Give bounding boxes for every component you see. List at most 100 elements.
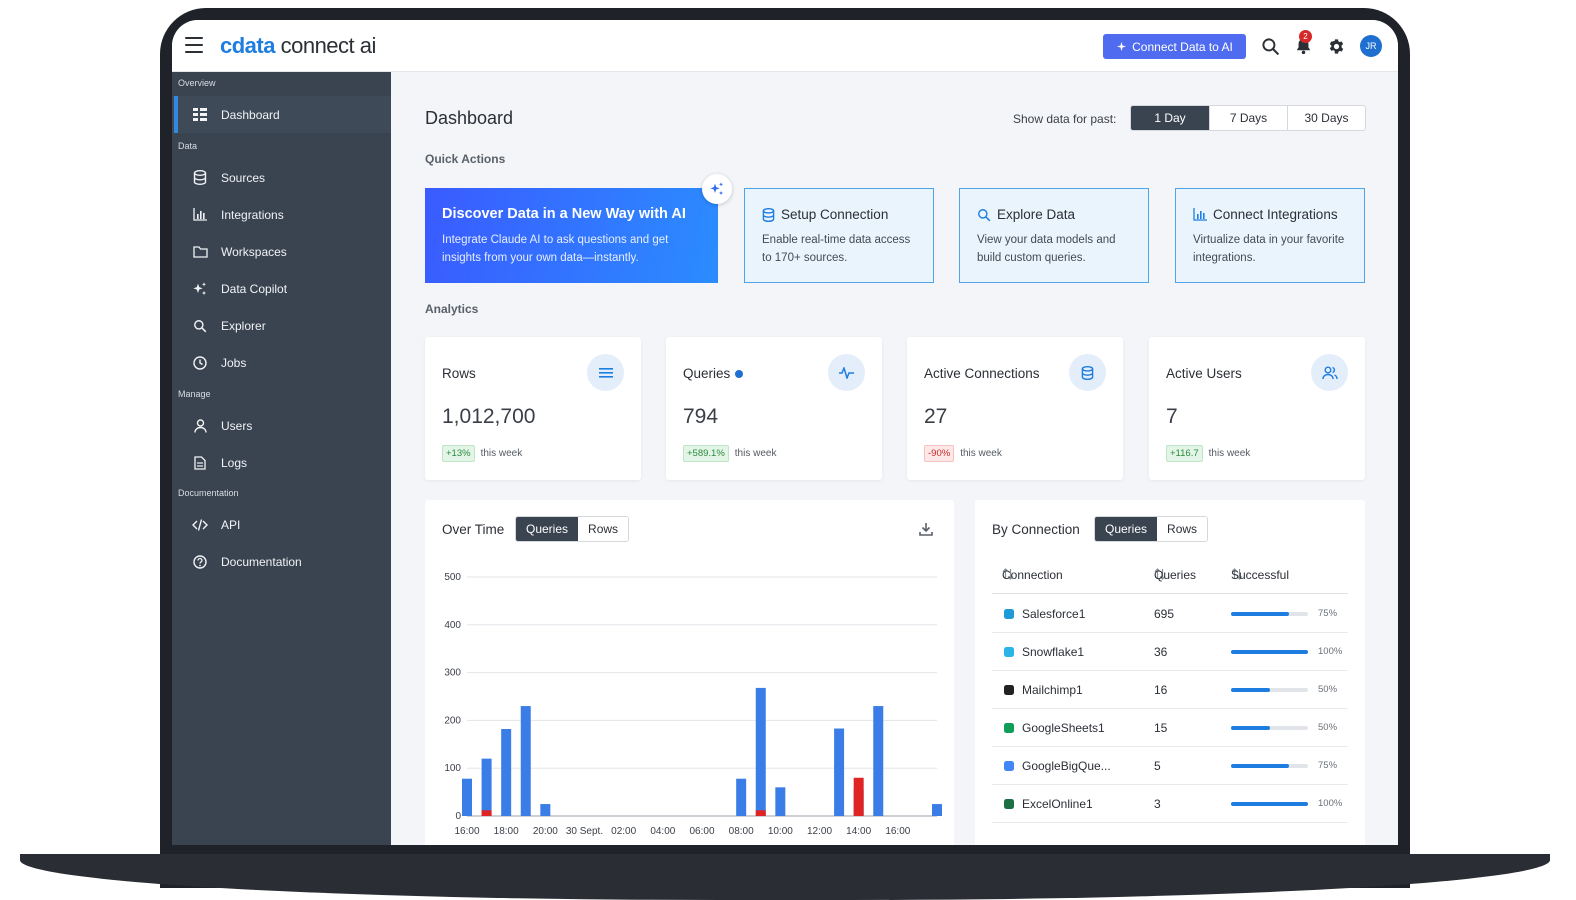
success-percent: 75% xyxy=(1318,608,1338,619)
success-bar xyxy=(1231,764,1308,768)
metric-change: +13% xyxy=(442,445,475,462)
success-bar-fill xyxy=(1231,726,1270,730)
connect-integrations-card[interactable]: Connect Integrations Virtualize data in … xyxy=(1175,188,1365,283)
user-icon xyxy=(192,418,208,434)
over-time-queries-tab[interactable]: Queries xyxy=(516,517,579,541)
table-row[interactable]: Mailchimp1 16 50% xyxy=(992,671,1348,709)
sidebar-item-workspaces[interactable]: Workspaces xyxy=(172,233,391,270)
success-percent: 100% xyxy=(1318,798,1343,809)
table-row[interactable]: Salesforce1 695 75% xyxy=(992,595,1348,633)
sidebar-item-documentation[interactable]: Documentation xyxy=(172,543,391,580)
hamburger-menu-icon[interactable] xyxy=(185,37,203,53)
database-icon xyxy=(762,207,775,222)
chart-bar xyxy=(462,778,472,816)
range-30-days[interactable]: 30 Days xyxy=(1287,106,1365,130)
table-row[interactable]: GoogleSheets1 15 50% xyxy=(992,709,1348,747)
col-successful-label: Successful xyxy=(1231,568,1290,582)
chart-bar xyxy=(755,687,766,816)
chart-bar xyxy=(520,706,531,816)
range-1-day[interactable]: 1 Day xyxy=(1131,106,1209,130)
success-bar xyxy=(1231,650,1308,654)
over-time-chart: 0 100 200 300 400 500 16:00 18:00 20:00 30 Sept. 0… xyxy=(444,572,942,837)
clock-icon xyxy=(192,355,208,371)
avatar[interactable]: JR xyxy=(1360,35,1382,57)
col-connection[interactable]: Connection xyxy=(1002,568,1063,582)
range-label: Show data for past: xyxy=(1013,112,1117,126)
table-row[interactable]: Snowflake1 36 100% xyxy=(992,633,1348,671)
setup-connection-title: Setup Connection xyxy=(781,207,889,222)
brand-logo[interactable]: cdata connect ai xyxy=(220,33,376,59)
x-tick-label: 10:00 xyxy=(768,826,793,837)
connection-name: Mailchimp1 xyxy=(1022,683,1083,697)
y-tick-label: 500 xyxy=(444,572,461,583)
metric-value: 27 xyxy=(924,405,948,428)
document-icon xyxy=(192,455,208,471)
explore-data-desc: View your data models and build custom q… xyxy=(977,234,1116,264)
sidebar-item-api[interactable]: API xyxy=(172,506,391,543)
setup-connection-card[interactable]: Setup Connection Enable real-time data a… xyxy=(744,188,934,283)
explore-data-card[interactable]: Explore Data View your data models and b… xyxy=(959,188,1149,283)
section-overview: Overview xyxy=(178,78,216,88)
discover-ai-title: Discover Data in a New Way with AI xyxy=(442,206,686,222)
info-icon[interactable] xyxy=(735,369,744,378)
table-header: Connection Queries Successful xyxy=(992,568,1348,594)
col-successful[interactable]: Successful xyxy=(1231,568,1289,582)
y-tick-label: 100 xyxy=(444,763,461,774)
over-time-rows-tab[interactable]: Rows xyxy=(578,517,629,541)
chart-bar-error xyxy=(853,777,864,816)
x-tick-label: 16:00 xyxy=(454,826,479,837)
col-queries[interactable]: Queries xyxy=(1154,568,1196,582)
analytics-label: Analytics xyxy=(425,302,479,316)
metric-card-queries: Queries 794 +589.1% this week xyxy=(666,337,882,480)
success-bar-fill xyxy=(1231,802,1308,806)
x-tick-label: 30 Sept. xyxy=(566,826,603,837)
metric-label: Rows xyxy=(442,366,476,381)
by-connection-queries-tab[interactable]: Queries xyxy=(1095,517,1158,541)
chart-bar-error xyxy=(481,810,492,816)
users-icon xyxy=(1311,354,1348,391)
sidebar-item-explorer[interactable]: Explorer xyxy=(172,307,391,344)
topbar: cdata connect ai Connect Data to AI 2 JR xyxy=(172,20,1398,72)
discover-ai-desc: Integrate Claude AI to ask questions and… xyxy=(442,234,669,264)
chart-bar xyxy=(540,804,551,816)
sidebar-item-label: Documentation xyxy=(221,554,302,569)
connection-queries: 15 xyxy=(1154,721,1168,735)
connect-data-to-ai-button[interactable]: Connect Data to AI xyxy=(1103,34,1246,59)
x-tick-label: 14:00 xyxy=(846,826,871,837)
x-tick-label: 16:00 xyxy=(885,826,910,837)
connection-name: Snowflake1 xyxy=(1022,645,1085,659)
connection-name: ExcelOnline1 xyxy=(1022,797,1093,811)
sidebar-item-logs[interactable]: Logs xyxy=(172,444,391,481)
success-bar-fill xyxy=(1231,688,1270,692)
logo-bold: cdata xyxy=(220,33,275,58)
chart-bar xyxy=(736,778,747,816)
sidebar-item-integrations[interactable]: Integrations xyxy=(172,196,391,233)
setup-connection-desc: Enable real-time data access to 170+ sou… xyxy=(762,234,911,264)
over-time-title: Over Time xyxy=(442,522,505,537)
sidebar-item-data-copilot[interactable]: Data Copilot xyxy=(172,270,391,307)
sidebar-item-jobs[interactable]: Jobs xyxy=(172,344,391,381)
search-icon xyxy=(978,208,991,221)
sidebar-item-sources[interactable]: Sources xyxy=(172,159,391,196)
connect-integrations-title: Connect Integrations xyxy=(1213,207,1338,222)
y-tick-label: 400 xyxy=(444,620,461,631)
by-connection-panel: By Connection Queries Rows Connection Qu… xyxy=(975,500,1365,845)
metric-change: +589.1% xyxy=(683,445,729,462)
success-bar xyxy=(1231,802,1308,806)
col-queries-label: Queries xyxy=(1154,568,1197,582)
gear-icon[interactable] xyxy=(1325,35,1347,57)
table-row[interactable]: ExcelOnline1 3 100% xyxy=(992,785,1348,823)
discover-ai-card[interactable]: Discover Data in a New Way with AI Integ… xyxy=(425,188,718,283)
sidebar-item-dashboard[interactable]: Dashboard xyxy=(172,96,391,133)
download-icon[interactable] xyxy=(919,522,933,541)
search-icon[interactable] xyxy=(1259,35,1281,57)
sidebar-item-users[interactable]: Users xyxy=(172,407,391,444)
success-bar xyxy=(1231,688,1308,692)
by-connection-toggle: Queries Rows xyxy=(1094,516,1209,542)
table-row[interactable]: GoogleBigQue... 5 75% xyxy=(992,747,1348,785)
sidebar-item-label: Logs xyxy=(221,455,248,470)
metric-card-active-connections: Active Connections 27 -90% this week xyxy=(907,337,1123,480)
chart-bar-error xyxy=(755,810,766,816)
by-connection-rows-tab[interactable]: Rows xyxy=(1157,517,1208,541)
range-7-days[interactable]: 7 Days xyxy=(1209,106,1287,130)
